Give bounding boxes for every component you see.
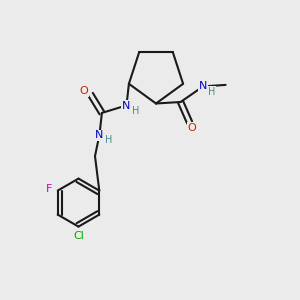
Text: N: N xyxy=(95,130,103,140)
Text: N: N xyxy=(122,101,130,111)
Text: H: H xyxy=(208,87,215,97)
Text: N: N xyxy=(199,81,207,91)
Text: O: O xyxy=(188,123,196,133)
Text: O: O xyxy=(80,86,88,96)
Text: H: H xyxy=(105,135,113,145)
Text: H: H xyxy=(132,106,140,116)
Text: F: F xyxy=(46,184,52,194)
Text: Cl: Cl xyxy=(73,231,84,241)
